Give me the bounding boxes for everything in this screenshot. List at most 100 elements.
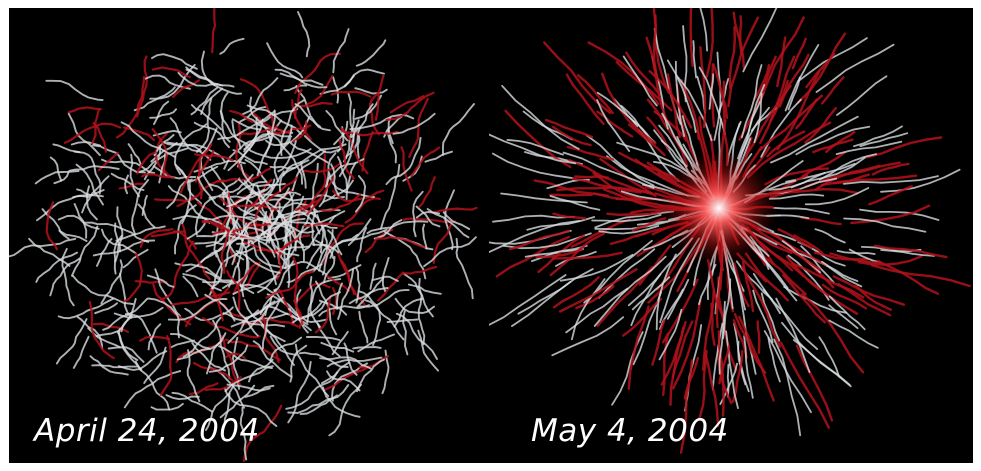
filament xyxy=(189,165,219,183)
filament xyxy=(186,349,201,403)
filament xyxy=(174,204,197,255)
filament xyxy=(294,52,341,95)
filament xyxy=(235,121,253,182)
filament xyxy=(289,344,308,383)
filament xyxy=(277,140,297,173)
filament xyxy=(143,346,167,384)
filament xyxy=(287,253,291,288)
filament xyxy=(835,140,903,156)
filament xyxy=(600,72,657,145)
filament xyxy=(139,335,171,342)
filament xyxy=(226,270,241,311)
filament xyxy=(94,302,118,315)
filament xyxy=(821,76,845,105)
filament-network-may xyxy=(489,8,971,454)
filament xyxy=(373,219,403,240)
filament xyxy=(253,221,277,286)
filament xyxy=(733,322,750,393)
filament xyxy=(829,252,882,264)
filament xyxy=(385,136,422,186)
filament xyxy=(211,247,254,290)
filament xyxy=(565,287,629,334)
filament xyxy=(182,275,199,298)
filament xyxy=(73,203,88,239)
filament xyxy=(596,91,637,124)
filament xyxy=(63,122,122,144)
filament xyxy=(725,330,739,410)
filament xyxy=(190,86,219,116)
filament xyxy=(758,241,834,300)
filament xyxy=(266,130,304,185)
filament xyxy=(174,163,192,225)
filament xyxy=(101,158,156,175)
filament xyxy=(718,300,726,375)
filament xyxy=(805,52,836,89)
filament xyxy=(243,198,281,216)
filament xyxy=(278,289,295,326)
filament xyxy=(666,59,713,142)
filament xyxy=(311,243,340,254)
filament xyxy=(220,229,230,274)
filament xyxy=(312,229,334,273)
filament xyxy=(549,195,601,211)
filament xyxy=(769,187,859,199)
filament xyxy=(843,217,927,233)
filament xyxy=(242,404,283,462)
filament xyxy=(115,225,166,242)
filament xyxy=(45,201,59,251)
filament xyxy=(219,110,251,146)
filament xyxy=(280,99,305,156)
filament xyxy=(270,124,312,135)
filament xyxy=(877,260,940,295)
filament xyxy=(321,233,359,276)
filament xyxy=(790,156,866,189)
filament xyxy=(146,274,175,288)
filament xyxy=(319,356,372,370)
filament xyxy=(500,192,588,204)
filament xyxy=(182,316,222,358)
filament xyxy=(169,333,211,350)
filament xyxy=(236,180,267,195)
filament xyxy=(190,104,223,131)
filament xyxy=(227,309,260,344)
filament xyxy=(343,68,385,88)
filament xyxy=(655,253,677,331)
filament xyxy=(256,184,274,219)
filament xyxy=(606,210,662,217)
filament xyxy=(375,236,426,249)
filament xyxy=(422,223,428,250)
filament xyxy=(147,323,162,351)
filament xyxy=(193,121,230,149)
filament xyxy=(219,218,239,241)
filament xyxy=(377,271,405,302)
filament xyxy=(67,112,101,157)
filament xyxy=(119,272,133,319)
filament xyxy=(243,180,274,226)
filament xyxy=(571,177,642,194)
filament xyxy=(340,259,356,295)
filament xyxy=(298,351,349,368)
core-glow xyxy=(659,148,779,268)
filament xyxy=(424,150,453,163)
filament xyxy=(361,130,374,172)
filament xyxy=(302,153,327,212)
filament xyxy=(83,221,150,243)
filament xyxy=(776,70,821,151)
filament xyxy=(365,299,405,341)
filament xyxy=(245,211,295,221)
filament xyxy=(330,163,340,197)
filament xyxy=(381,349,390,395)
filament xyxy=(739,14,743,55)
filament xyxy=(144,74,191,90)
filament xyxy=(566,145,615,161)
filament xyxy=(204,376,242,391)
filament xyxy=(331,287,338,316)
filament xyxy=(306,74,334,106)
filament xyxy=(327,229,343,256)
filament xyxy=(57,214,100,230)
filament xyxy=(254,176,299,231)
filament xyxy=(726,363,730,398)
filament xyxy=(261,313,280,364)
filament xyxy=(760,292,781,342)
filament xyxy=(225,204,278,212)
